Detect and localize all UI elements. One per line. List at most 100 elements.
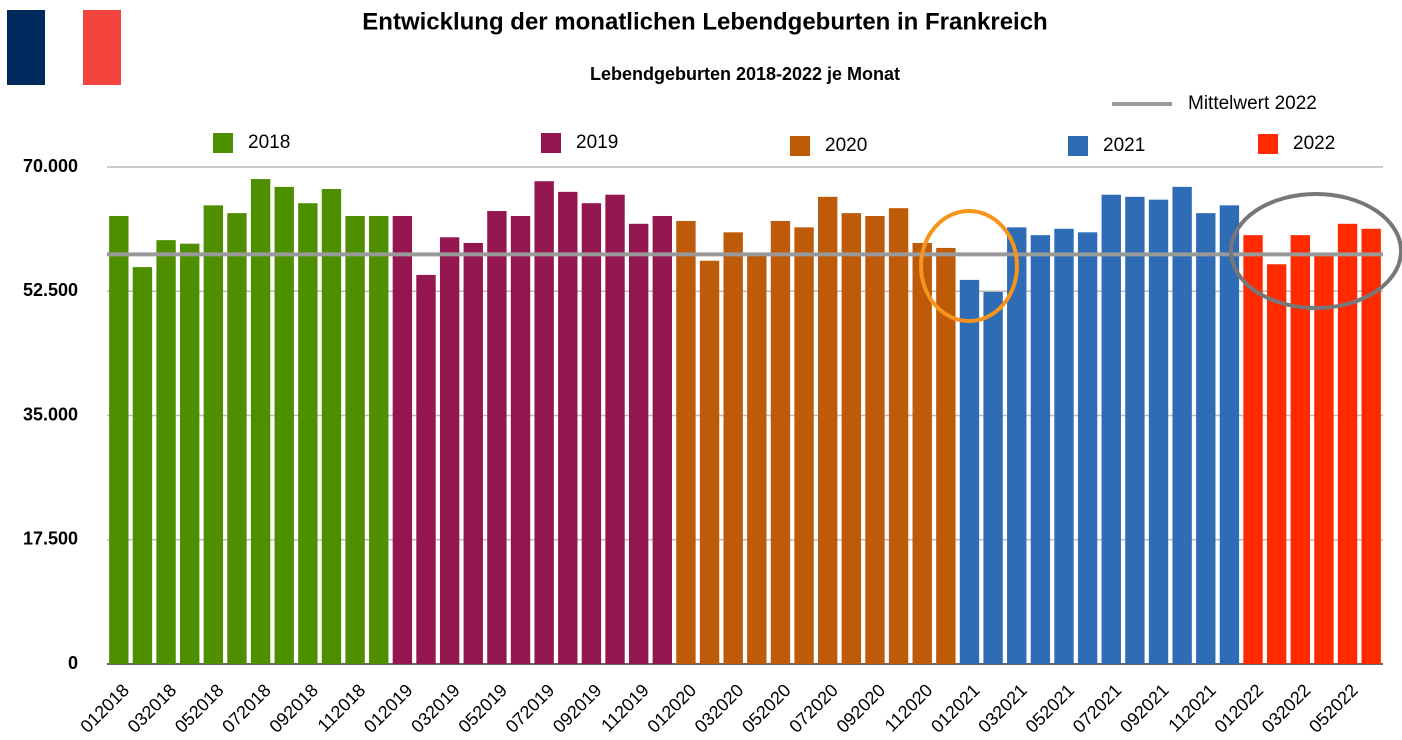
bar: [652, 215, 672, 665]
annotation-circle: [919, 209, 1019, 323]
bar: [628, 223, 649, 665]
bar: [109, 215, 129, 665]
legend-label: 2019: [576, 132, 618, 153]
y-tick-label: 52.500: [23, 280, 78, 300]
x-tick-label: 032022: [1258, 680, 1315, 737]
x-tick-label: 052019: [454, 680, 511, 737]
x-tick-label: 112020: [881, 680, 937, 736]
bar: [1077, 232, 1098, 664]
bar: [676, 220, 696, 664]
y-tick-label: 70.000: [23, 156, 78, 176]
bar: [1007, 227, 1027, 664]
bar: [605, 194, 625, 664]
bar: [1314, 255, 1334, 665]
legend-label: Mittelwert 2022: [1188, 93, 1317, 114]
x-tick-label: 072018: [218, 680, 275, 737]
bar: [1290, 235, 1310, 664]
y-tick-label: 0: [68, 653, 78, 673]
bar: [747, 254, 767, 664]
bar: [1219, 205, 1240, 664]
bar: [558, 191, 578, 664]
bar: [487, 211, 507, 664]
bar: [156, 240, 176, 664]
bar: [534, 181, 554, 664]
bar: [912, 242, 932, 664]
bar: [1196, 213, 1216, 664]
bar: [1125, 196, 1145, 664]
y-tick-label: 35.000: [23, 404, 78, 424]
x-tick-label: 012021: [927, 680, 984, 737]
legend-label: 2018: [248, 132, 290, 153]
x-tick-label: 052020: [738, 680, 795, 737]
bar: [888, 208, 909, 664]
x-tick-label: 092020: [833, 680, 890, 737]
x-tick-label: 032018: [124, 680, 181, 737]
bar: [1101, 194, 1121, 664]
bar: [865, 215, 885, 665]
bar: [439, 237, 460, 665]
bar: [345, 215, 365, 665]
bar: [510, 215, 531, 665]
flag-blue: [7, 10, 45, 85]
bar: [1172, 186, 1192, 664]
x-tick-label: 032021: [974, 680, 1031, 737]
bar: [818, 196, 838, 664]
bar: [794, 227, 814, 664]
x-tick-label: 012020: [643, 680, 700, 737]
annotation-circle: [1229, 192, 1402, 310]
bar: [1054, 228, 1074, 664]
x-tick-label: 092018: [265, 680, 322, 737]
bar: [369, 215, 389, 665]
bar: [416, 274, 436, 664]
legend-swatch: [1258, 134, 1278, 154]
x-tick-label: 032019: [407, 680, 464, 737]
bar: [959, 279, 980, 664]
x-tick-label: 112019: [597, 680, 653, 736]
y-tick-label: 17.500: [23, 529, 78, 549]
plot: 017.50035.00052.50070.000012018032018052…: [23, 93, 1383, 737]
x-tick-label: 072019: [502, 680, 559, 737]
x-tick-label: 092019: [549, 680, 606, 737]
x-tick-label: 052022: [1305, 680, 1362, 737]
bar: [1148, 199, 1169, 664]
bar: [298, 203, 318, 664]
x-tick-label: 112018: [314, 680, 370, 736]
bar: [936, 247, 956, 664]
legend-label: 2021: [1103, 135, 1145, 156]
legend-swatch: [213, 133, 233, 153]
bar: [1030, 235, 1051, 664]
legend-swatch: [790, 136, 810, 156]
bar: [1243, 235, 1263, 664]
bar: [699, 260, 720, 664]
legend-label: 2022: [1293, 133, 1335, 154]
bar: [227, 213, 247, 664]
legend-swatch: [541, 133, 561, 153]
x-tick-label: 052021: [1022, 680, 1079, 737]
x-tick-label: 012022: [1211, 680, 1268, 737]
legend-swatch: [1068, 136, 1088, 156]
chart-title: Entwicklung der monatlichen Lebendgeburt…: [362, 8, 1047, 35]
bar: [983, 291, 1003, 664]
bar: [723, 232, 743, 664]
bar: [581, 203, 602, 664]
bar: [180, 243, 200, 664]
x-tick-label: 052018: [171, 680, 228, 737]
bar: [203, 205, 224, 664]
chart-subtitle: Lebendgeburten 2018-2022 je Monat: [590, 64, 900, 84]
flag-red: [83, 10, 121, 85]
bar: [770, 220, 791, 664]
x-tick-label: 072021: [1069, 680, 1126, 737]
bar: [250, 179, 271, 664]
bar: [463, 242, 483, 664]
bar: [1266, 264, 1287, 664]
bar: [1361, 228, 1381, 664]
x-tick-label: 032020: [691, 680, 748, 737]
bar: [1337, 223, 1358, 665]
bar: [321, 189, 342, 664]
x-tick-label: 072020: [785, 680, 842, 737]
x-tick-label: 092021: [1116, 680, 1173, 737]
bar: [841, 213, 862, 664]
x-tick-label: 012019: [360, 680, 417, 737]
legend-label: 2020: [825, 135, 867, 156]
